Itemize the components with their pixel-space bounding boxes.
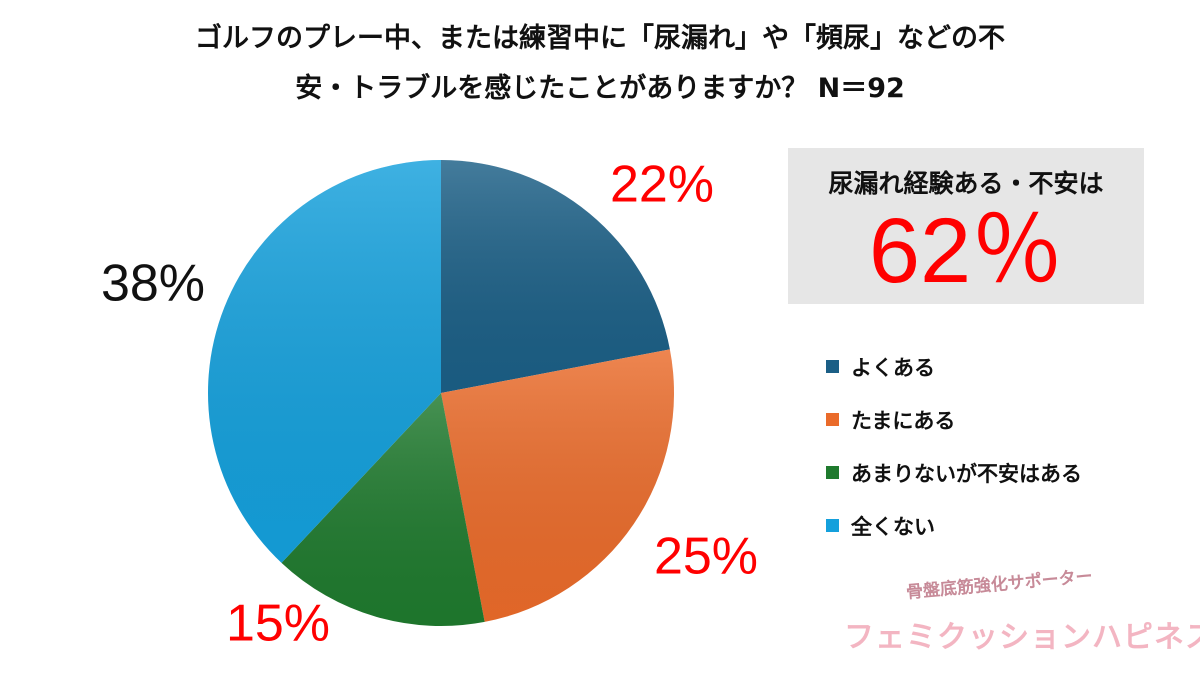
chart-title-line-2: 安・トラブルを感じたことがありますか？ N＝92 [295,73,905,104]
legend-label: たまにある [851,408,956,433]
legend-label: よくある [851,355,935,380]
legend-item: 全くない [826,499,1082,552]
pie-slice-shading-4 [208,160,441,563]
legend-item: あまりないが不安はある [826,446,1082,499]
pie-data-label-3: 15% [226,595,330,653]
brand-watermark: 骨盤底筋強化サポーター フェミクッションハピネス [836,566,1200,662]
legend-item: たまにある [826,393,1082,446]
pie-data-label-2: 25% [654,528,758,586]
watermark-brand: フェミクッションハピネス [844,620,1200,655]
chart-title: ゴルフのプレー中、または練習中に「尿漏れ」や「頻尿」などの不 安・トラブルを感じ… [0,14,1200,114]
summary-box: 尿漏れ経験ある・不安は 62％ [788,148,1144,304]
legend-swatch [826,519,839,532]
legend-label: あまりないが不安はある [851,461,1082,486]
summary-value: 62％ [868,200,1064,302]
legend: よくあるたまにあるあまりないが不安はある 全くない [826,340,1082,552]
chart-title-line-1: ゴルフのプレー中、または練習中に「尿漏れ」や「頻尿」などの不 [195,23,1005,54]
legend-label: 全くない [851,514,935,539]
legend-swatch [826,360,839,373]
pie-slice-shading-2 [441,349,674,622]
watermark-subtitle: 骨盤底筋強化サポーター [905,566,1094,603]
legend-item: よくある [826,340,1082,393]
pie-slice-shading-3 [281,393,485,626]
summary-label: 尿漏れ経験ある・不安は [828,169,1104,198]
pie-data-label-4: 38% [101,255,205,313]
pie-slice-shading-1 [441,160,670,393]
pie-data-label-1: 22% [610,156,714,214]
legend-swatch [826,466,839,479]
legend-swatch [826,413,839,426]
